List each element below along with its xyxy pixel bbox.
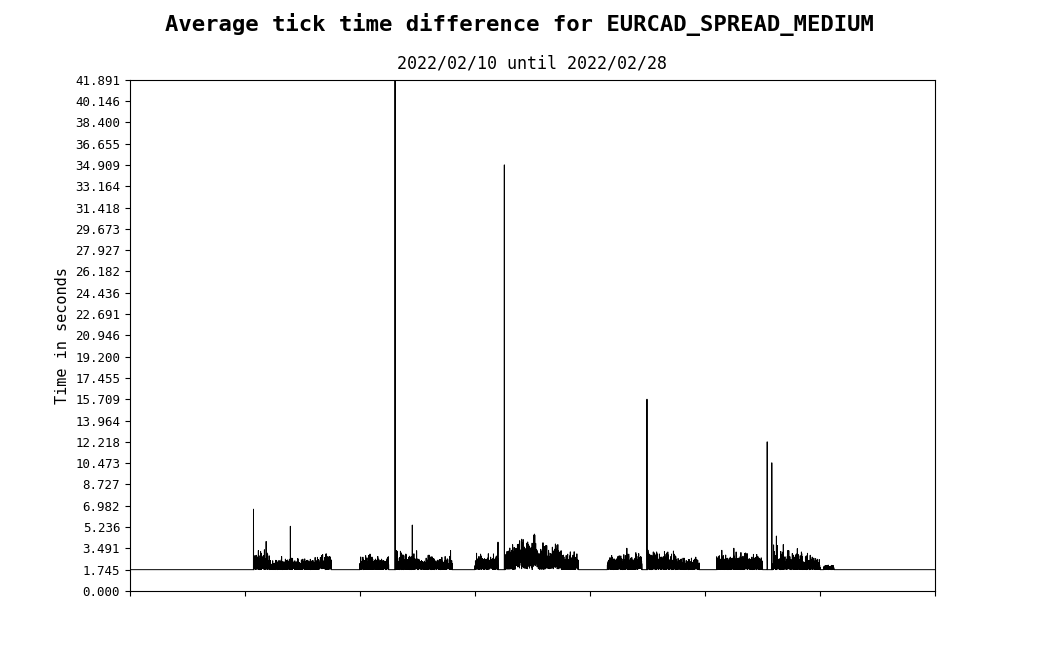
Title: 2022/02/10 until 2022/02/28: 2022/02/10 until 2022/02/28 [398,54,667,72]
Text: Average tick time difference for EURCAD_SPREAD_MEDIUM: Average tick time difference for EURCAD_… [165,13,874,37]
Y-axis label: Time in seconds: Time in seconds [55,267,70,404]
